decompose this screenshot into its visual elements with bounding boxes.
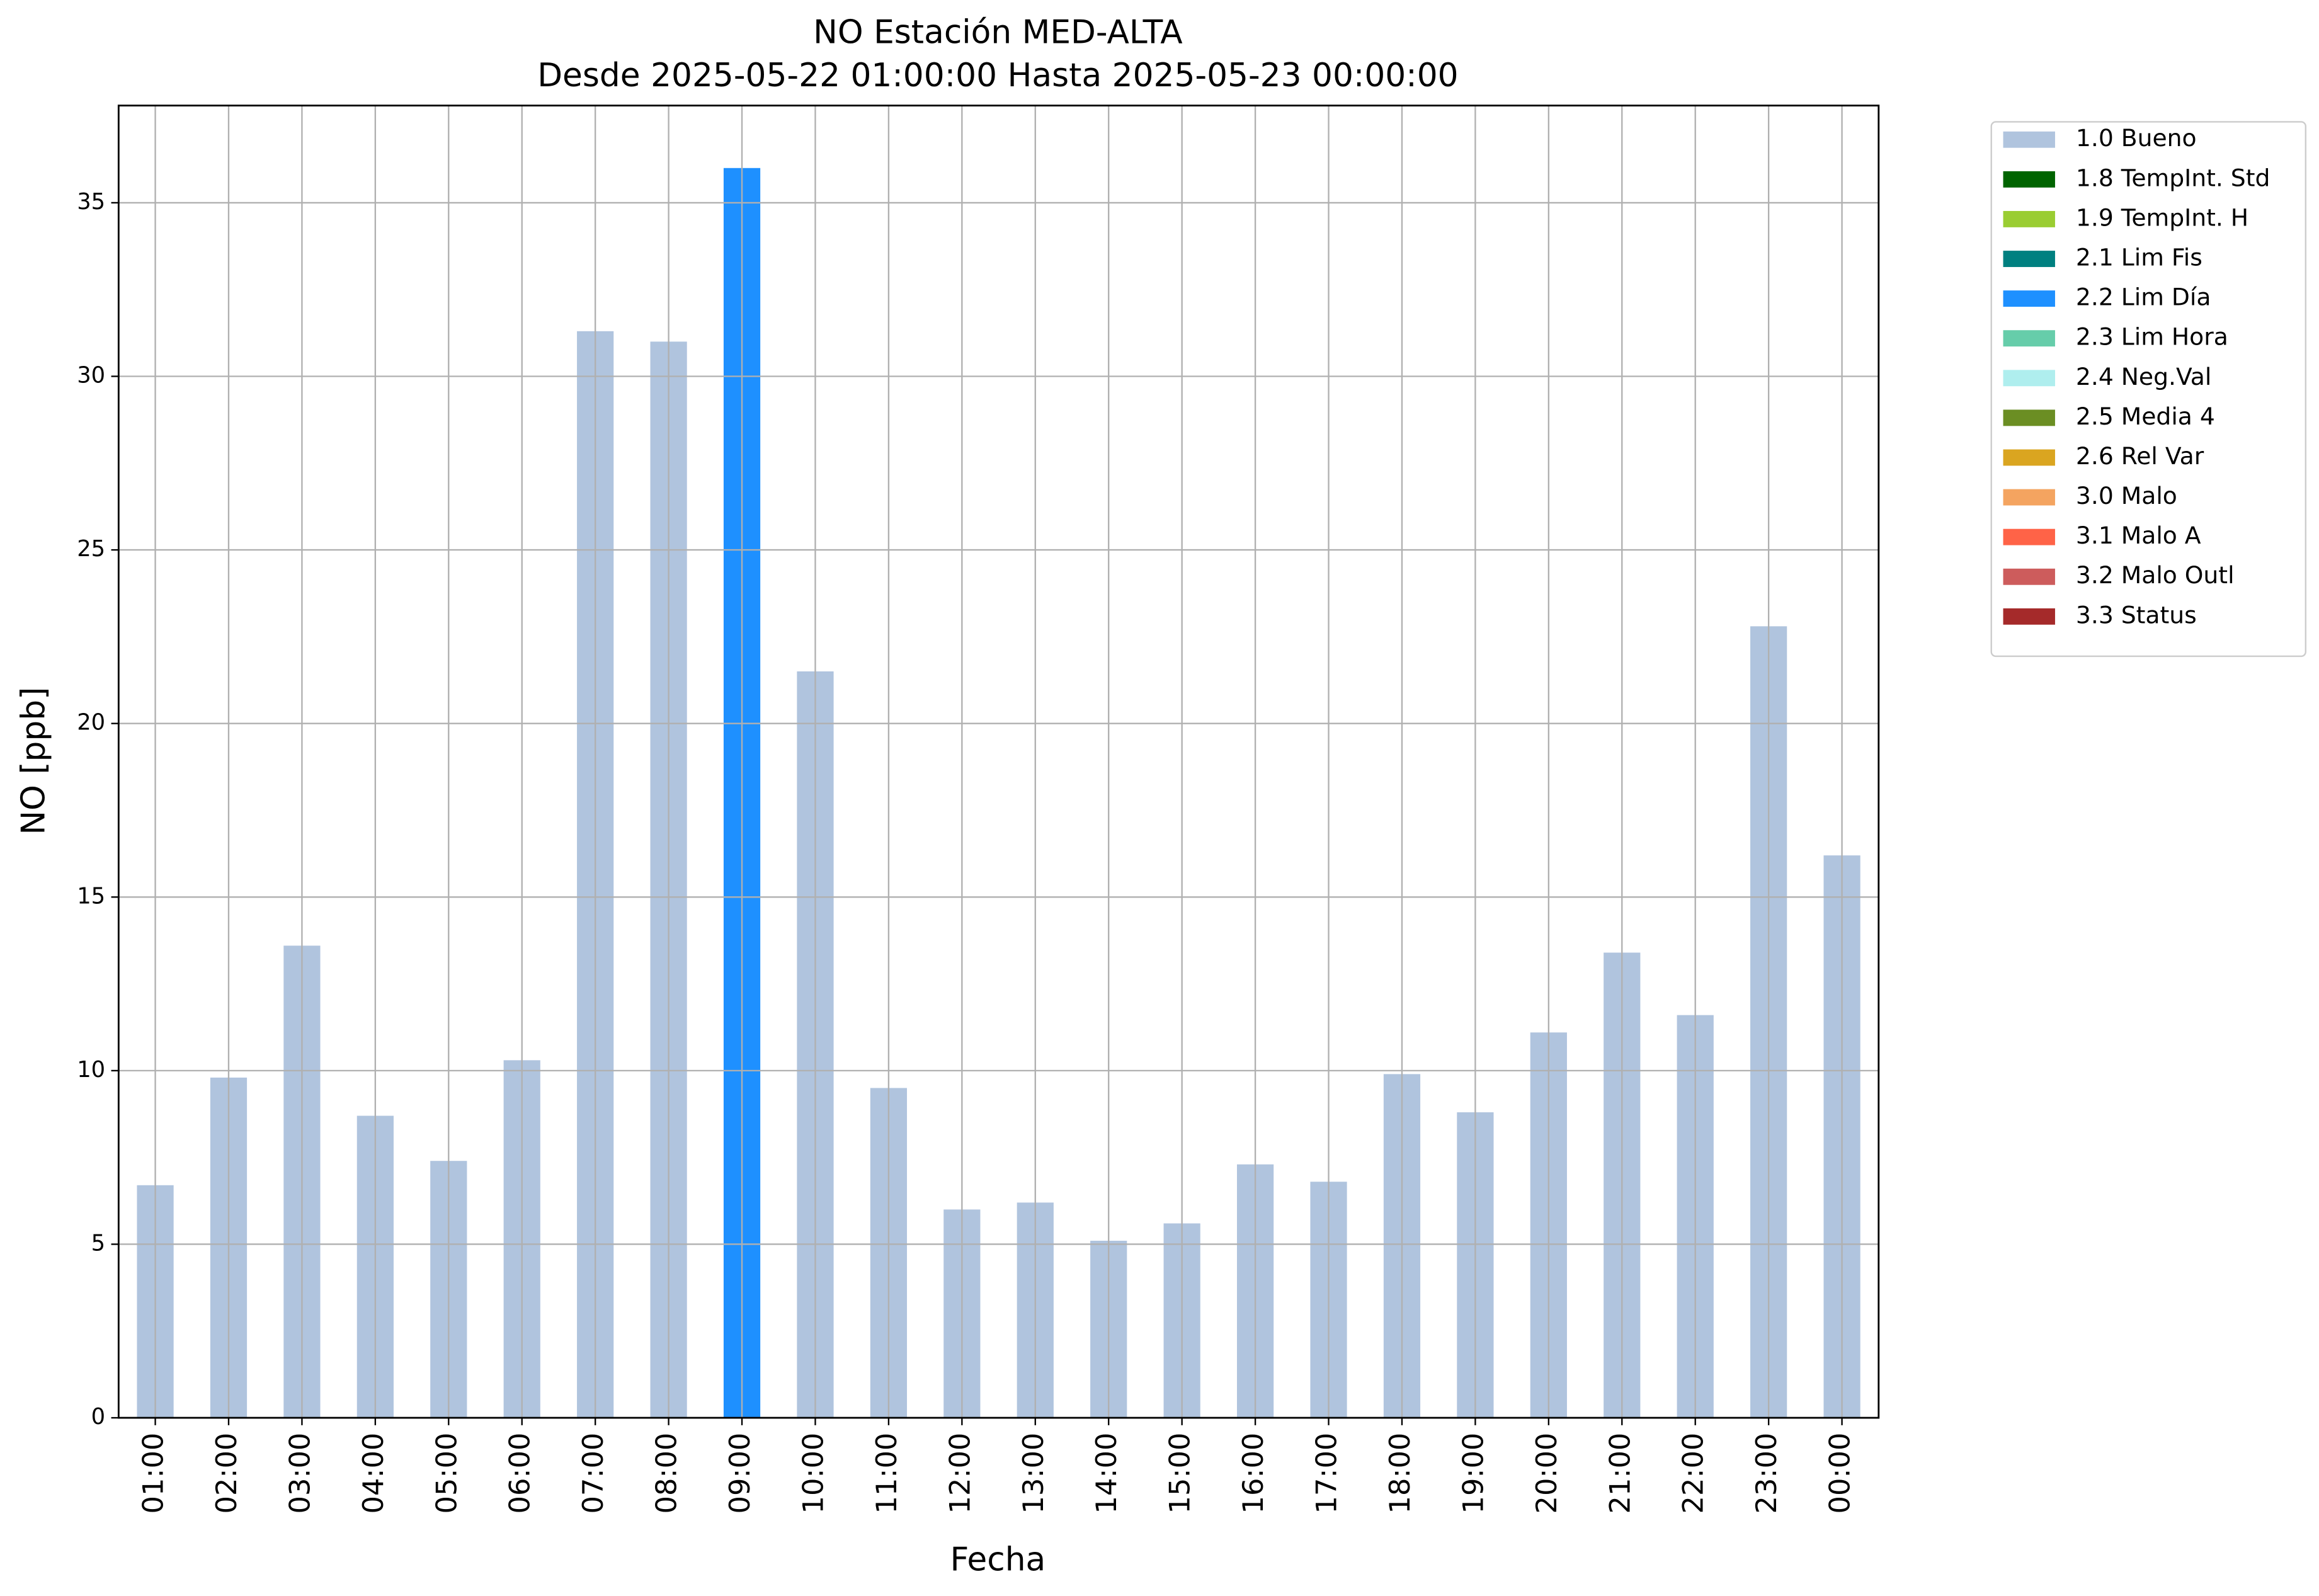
x-tick-label: 09:00: [723, 1433, 756, 1514]
legend-swatch: [2003, 489, 2055, 506]
x-tick-label: 05:00: [430, 1433, 463, 1514]
y-tick-label: 25: [77, 536, 105, 562]
x-tick-label: 12:00: [943, 1433, 976, 1514]
legend-swatch: [2003, 210, 2055, 227]
x-tick-label: 11:00: [870, 1433, 903, 1514]
x-tick-label: 07:00: [576, 1433, 610, 1514]
x-tick-label: 18:00: [1383, 1433, 1416, 1514]
legend-label: 1.9 TempInt. H: [2076, 203, 2248, 231]
legend-label: 2.2 Lim Día: [2076, 283, 2211, 311]
x-tick-label: 19:00: [1456, 1433, 1490, 1514]
legend-label: 3.3 Status: [2076, 601, 2197, 629]
legend-swatch: [2003, 449, 2055, 466]
x-tick-label: 02:00: [210, 1433, 243, 1514]
x-tick-label: 22:00: [1677, 1433, 1710, 1514]
x-tick-label: 08:00: [650, 1433, 683, 1514]
legend-swatch: [2003, 290, 2055, 307]
x-tick-label: 23:00: [1750, 1433, 1783, 1514]
x-tick-label: 20:00: [1530, 1433, 1563, 1514]
y-tick-label: 10: [77, 1057, 105, 1083]
x-tick-label: 21:00: [1603, 1433, 1636, 1514]
legend-swatch: [2003, 608, 2055, 625]
legend-swatch: [2003, 251, 2055, 267]
legend-label: 3.1 Malo A: [2076, 522, 2201, 549]
legend-swatch: [2003, 370, 2055, 387]
y-tick-label: 30: [77, 363, 105, 389]
x-tick-label: 10:00: [796, 1433, 829, 1514]
legend-swatch: [2003, 528, 2055, 545]
legend-swatch: [2003, 131, 2055, 148]
y-tick-label: 0: [91, 1404, 105, 1430]
chart-title: NO Estación MED-ALTA: [813, 14, 1182, 52]
legend-swatch: [2003, 409, 2055, 426]
x-tick-label: 00:00: [1823, 1433, 1857, 1514]
legend-swatch: [2003, 171, 2055, 188]
x-tick-label: 14:00: [1090, 1433, 1123, 1514]
legend-label: 2.1 Lim Fis: [2076, 244, 2202, 271]
legend-swatch: [2003, 568, 2055, 585]
y-tick-label: 5: [91, 1230, 105, 1256]
chart-subtitle: Desde 2025-05-22 01:00:00 Hasta 2025-05-…: [537, 57, 1458, 94]
legend-label: 2.5 Media 4: [2076, 402, 2215, 430]
legend-label: 1.8 TempInt. Std: [2076, 164, 2270, 191]
y-tick-label: 15: [77, 883, 105, 909]
legend-label: 1.0 Bueno: [2076, 124, 2197, 152]
y-tick-label: 35: [77, 189, 105, 215]
x-tick-label: 06:00: [503, 1433, 537, 1514]
x-tick-label: 01:00: [137, 1433, 170, 1514]
legend-label: 3.2 Malo Outl: [2076, 561, 2235, 589]
x-tick-label: 16:00: [1236, 1433, 1270, 1514]
x-tick-label: 03:00: [283, 1433, 316, 1514]
x-axis-label: Fecha: [950, 1541, 1046, 1578]
legend-label: 3.0 Malo: [2076, 482, 2177, 510]
legend-label: 2.4 Neg.Val: [2076, 363, 2211, 390]
legend-label: 2.6 Rel Var: [2076, 442, 2204, 470]
x-tick-label: 13:00: [1017, 1433, 1050, 1514]
legend-box: [1990, 121, 2306, 658]
x-tick-label: 04:00: [356, 1433, 390, 1514]
plot-frame: [117, 105, 1880, 1419]
x-tick-label: 15:00: [1163, 1433, 1197, 1514]
y-tick-label: 20: [77, 710, 105, 736]
x-tick-label: 17:00: [1310, 1433, 1343, 1514]
legend-swatch: [2003, 330, 2055, 347]
legend-label: 2.3 Lim Hora: [2076, 323, 2228, 351]
y-axis-label: NO [ppb]: [15, 687, 53, 835]
